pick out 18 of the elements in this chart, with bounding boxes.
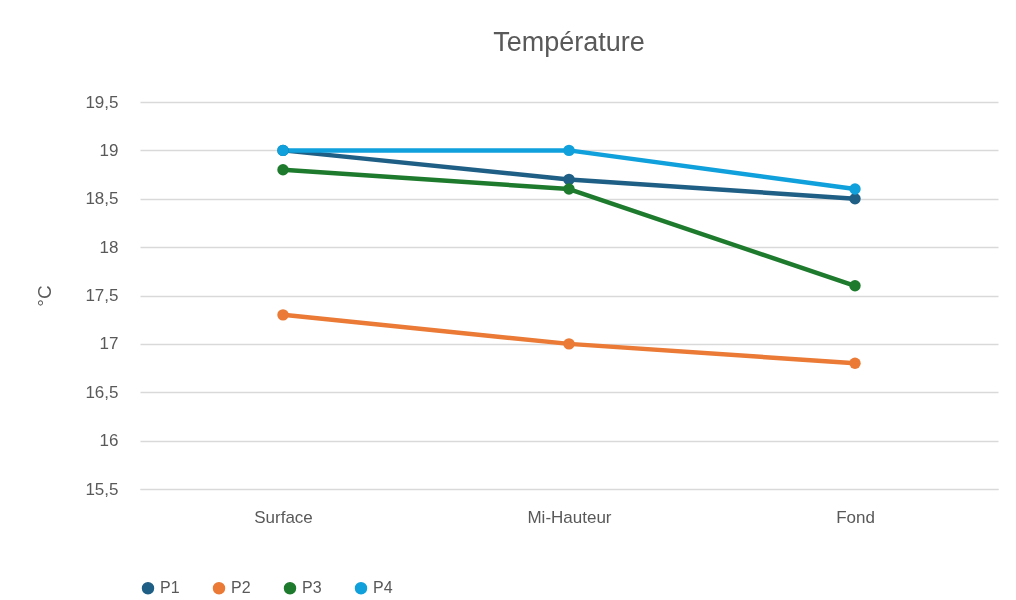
legend-label: P3 <box>302 579 322 597</box>
y-axis-title: °C <box>34 285 56 307</box>
chart-title: Température <box>493 27 645 57</box>
y-tick-label: 15,5 <box>85 479 119 499</box>
y-tick-label: 18 <box>99 237 119 257</box>
legend-label: P2 <box>231 579 251 597</box>
y-tick-label: 17,5 <box>85 286 119 305</box>
legend-label: P4 <box>373 579 393 597</box>
x-tick-label: Mi-Hauteur <box>527 507 612 527</box>
y-tick-label: 16 <box>99 431 119 451</box>
y-tick-label: 19 <box>99 140 119 160</box>
legend-label: P1 <box>160 579 180 597</box>
y-tick-label: 18,5 <box>85 189 119 209</box>
y-tick-label: 19,5 <box>85 92 119 112</box>
y-tick-label: 16,5 <box>85 382 119 402</box>
x-tick-label: Surface <box>254 507 313 527</box>
y-tick-label: 17 <box>99 334 119 354</box>
x-tick-label: Fond <box>836 507 875 527</box>
